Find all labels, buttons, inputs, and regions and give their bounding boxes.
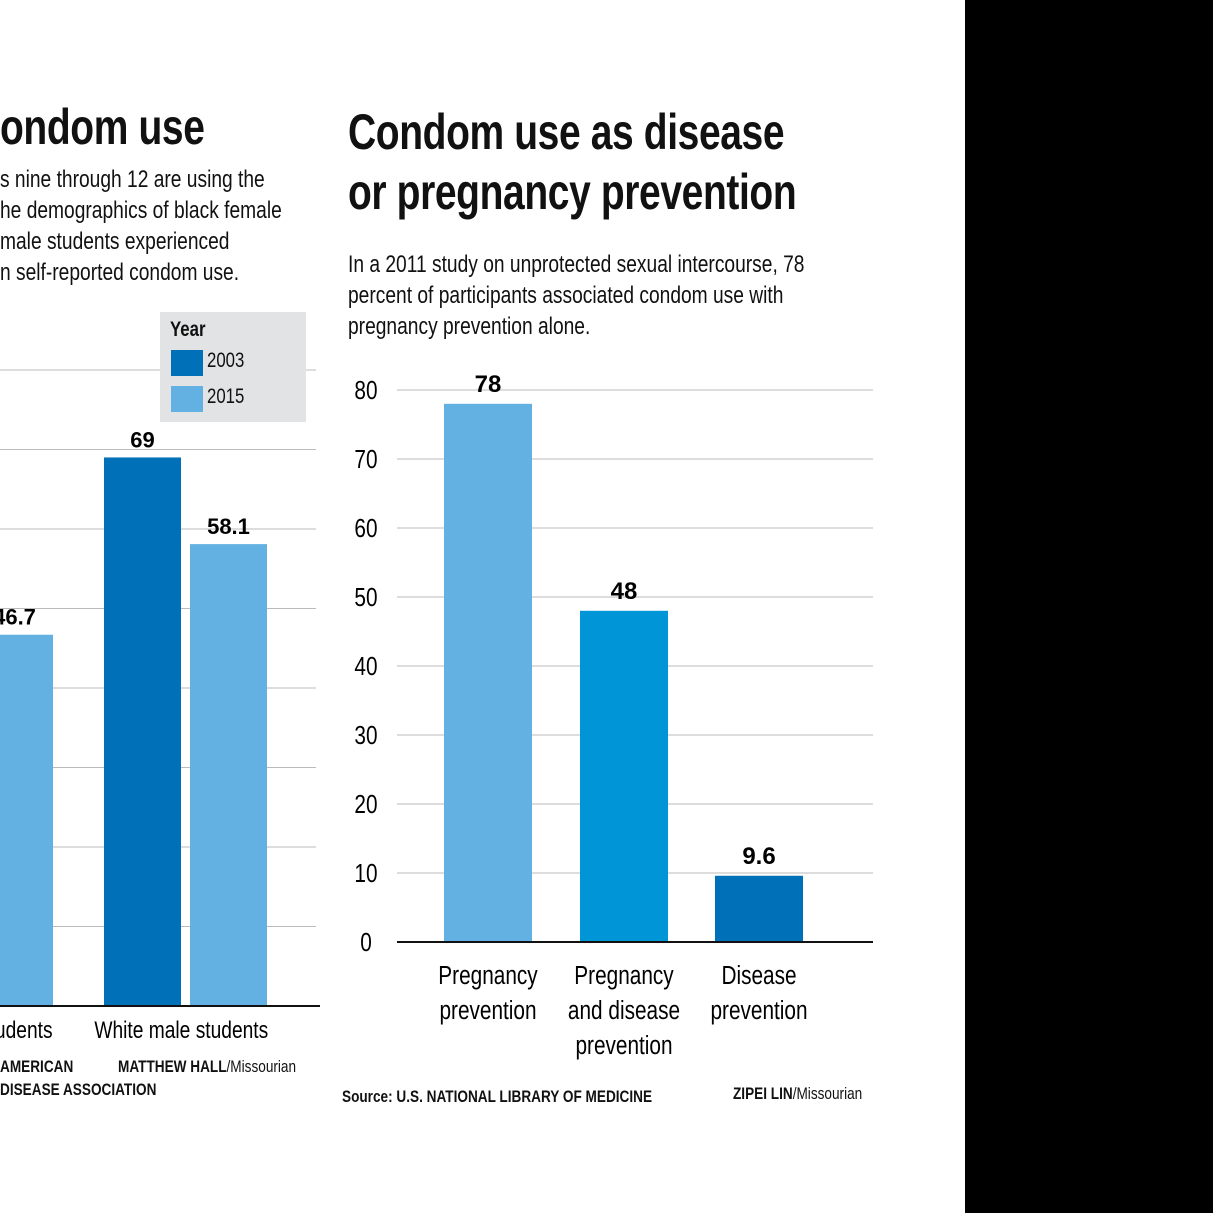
left-chart-title: ondom use bbox=[0, 99, 205, 155]
category-label: students bbox=[0, 1016, 53, 1044]
credit-org: /Missourian bbox=[792, 1084, 863, 1103]
left-bar-chart: 46.7 69 58.1 students White male students bbox=[0, 369, 320, 1044]
category-label: prevention bbox=[439, 996, 536, 1025]
category-label: prevention bbox=[575, 1031, 672, 1060]
y-tick-label: 80 bbox=[354, 376, 377, 405]
right-bar-chart: 0 10 20 30 40 50 60 70 80 78 Pregnancy prevention 48… bbox=[354, 371, 873, 1060]
data-label: 9.6 bbox=[742, 843, 775, 870]
right-chart-subtitle: In a 2011 study on unprotected sexual in… bbox=[348, 249, 804, 342]
category-label: and disease bbox=[568, 996, 680, 1025]
subtitle-line: he demographics of black female bbox=[0, 197, 282, 224]
subtitle-line: In a 2011 study on unprotected sexual in… bbox=[348, 251, 805, 278]
source-line: DISEASE ASSOCIATION bbox=[0, 1080, 157, 1099]
legend-label: 2003 bbox=[207, 349, 245, 372]
right-chart-title: Condom use as disease or pregnancy preve… bbox=[348, 102, 797, 222]
bar bbox=[444, 403, 532, 942]
data-label: 48 bbox=[611, 578, 638, 605]
right-source: Source: U.S. NATIONAL LIBRARY OF MEDICIN… bbox=[342, 1087, 653, 1106]
bar bbox=[104, 457, 181, 1006]
bar bbox=[580, 610, 668, 942]
subtitle-line: pregnancy prevention alone. bbox=[348, 313, 591, 340]
source-line: AMERICAN bbox=[0, 1057, 74, 1076]
y-tick-label: 20 bbox=[354, 790, 377, 819]
left-credit: MATTHEW HALL/Missourian bbox=[118, 1057, 296, 1077]
legend-swatch-2003 bbox=[171, 350, 203, 376]
category-label: Pregnancy bbox=[574, 961, 674, 990]
legend-swatch-2015 bbox=[171, 386, 203, 412]
data-label: 78 bbox=[475, 371, 502, 398]
legend-label: 2015 bbox=[207, 385, 245, 408]
y-tick-label: 30 bbox=[354, 721, 377, 750]
legend-title: Year bbox=[170, 318, 206, 341]
bar bbox=[715, 875, 803, 942]
credit-name: MATTHEW HALL bbox=[118, 1057, 227, 1076]
credit-name: ZIPEI LIN bbox=[733, 1084, 793, 1103]
y-tick-label: 50 bbox=[354, 583, 377, 612]
subtitle-line: n self-reported condom use. bbox=[0, 259, 240, 286]
y-tick-label: 0 bbox=[360, 928, 372, 957]
data-label: 69 bbox=[130, 427, 154, 452]
data-label: 58.1 bbox=[207, 514, 250, 539]
category-label: Pregnancy bbox=[438, 961, 538, 990]
y-tick-label: 10 bbox=[354, 859, 377, 888]
bar bbox=[0, 634, 53, 1006]
y-tick-label: 70 bbox=[354, 445, 377, 474]
data-label: 46.7 bbox=[0, 605, 36, 630]
category-label: Disease bbox=[721, 961, 796, 990]
subtitle-line: s nine through 12 are using the bbox=[0, 166, 265, 193]
credit-org: /Missourian bbox=[226, 1057, 297, 1076]
subtitle-line: male students experienced bbox=[0, 228, 230, 255]
black-margin bbox=[965, 0, 1213, 1213]
left-source: AMERICAN DISEASE ASSOCIATION bbox=[0, 1057, 156, 1100]
bar bbox=[190, 544, 267, 1006]
right-credit: ZIPEI LIN/Missourian bbox=[733, 1084, 862, 1104]
category-label: prevention bbox=[710, 996, 807, 1025]
y-tick-label: 40 bbox=[354, 652, 377, 681]
y-tick-label: 60 bbox=[354, 514, 377, 543]
category-label: White male students bbox=[94, 1016, 268, 1044]
title-line: Condom use as disease bbox=[348, 104, 785, 160]
left-chart-subtitle: s nine through 12 are using the he demog… bbox=[0, 164, 282, 288]
title-line: or pregnancy prevention bbox=[348, 164, 797, 220]
legend: Year 2003 2015 bbox=[160, 312, 306, 422]
subtitle-line: percent of participants associated condo… bbox=[348, 282, 784, 309]
